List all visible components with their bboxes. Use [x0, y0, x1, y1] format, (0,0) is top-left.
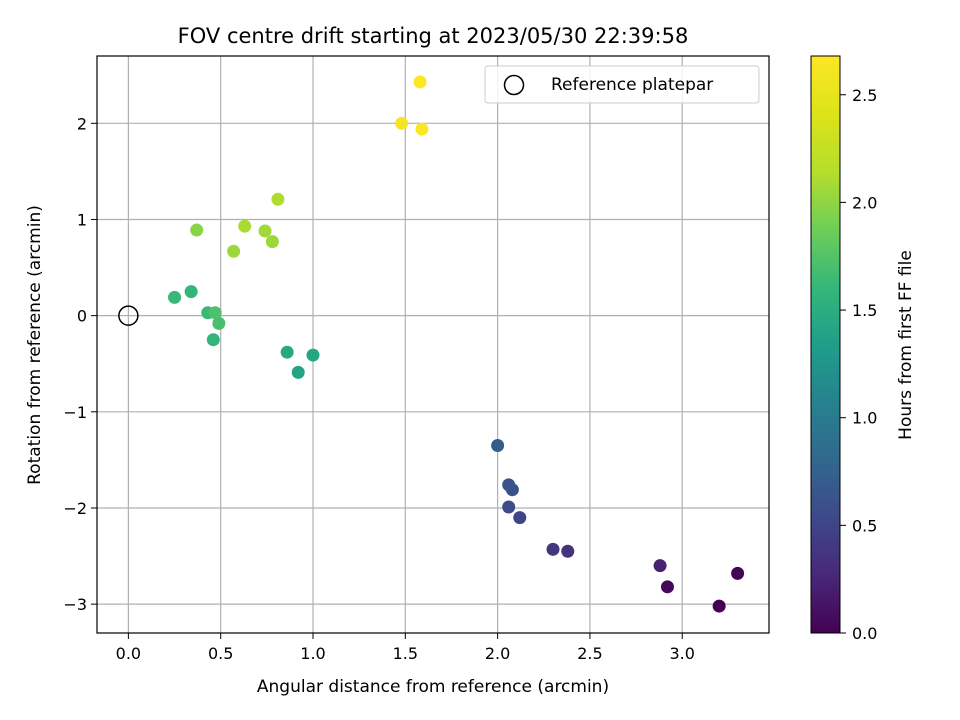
x-tick-label: 1.0 [300, 644, 325, 663]
scatter-point [227, 244, 241, 258]
legend-box [484, 65, 760, 104]
scatter-point [208, 306, 222, 320]
y-tick-label: −2 [63, 499, 87, 518]
grid [97, 56, 769, 633]
legend-entry-label: Reference platepar [551, 75, 713, 95]
x-tick-label: 2.0 [485, 644, 510, 663]
y-axis-label: Rotation from reference (arcmin) [25, 205, 45, 485]
scatter-point [265, 235, 279, 249]
scatter-point [731, 566, 745, 580]
scatter-point [258, 224, 272, 238]
scatter-point [491, 438, 505, 452]
x-tick-label: 1.5 [393, 644, 418, 663]
y-tick-label: 0 [77, 307, 87, 326]
y-axis-ticks: −3 −2 −1 0 1 2 [63, 114, 97, 614]
scatter-point [513, 511, 527, 525]
scatter-point [660, 580, 674, 594]
scatter-point [712, 599, 726, 613]
scatter-point [206, 333, 220, 347]
scatter-point [238, 219, 252, 233]
colorbar-tick-label: 1.0 [852, 409, 877, 428]
plot-frame [96, 55, 770, 634]
y-tick-label: −1 [63, 403, 87, 422]
chart-title: FOV centre drift starting at 2023/05/30 … [178, 24, 689, 48]
scatter-point [415, 122, 429, 136]
scatter-point [212, 316, 226, 330]
scatter-point [413, 75, 427, 89]
y-tick-label: 2 [77, 114, 87, 133]
scatter-point [271, 192, 285, 206]
colorbar-tick-label: 1.5 [852, 301, 877, 320]
y-tick-label: 1 [77, 210, 87, 229]
colorbar-tick-label: 2.5 [852, 86, 877, 105]
y-tick-label: −3 [63, 595, 87, 614]
scatter-point [502, 478, 516, 492]
scatter-point [561, 544, 575, 558]
legend: Reference platepar [484, 65, 760, 104]
scatter-point [168, 290, 182, 304]
scatter-point [653, 559, 667, 573]
x-tick-label: 0.5 [208, 644, 233, 663]
scatter-point [280, 345, 294, 359]
scatter-point [546, 542, 560, 556]
colorbar-tick-label: 2.0 [852, 193, 877, 212]
reference-platepar-marker [118, 305, 139, 326]
x-tick-label: 3.0 [670, 644, 695, 663]
scatter-point [184, 285, 198, 299]
x-axis-ticks: 0.0 0.5 1.0 1.5 2.0 2.5 3.0 [116, 633, 695, 663]
scatter-point [190, 223, 204, 237]
colorbar-ticks: 0.0 0.5 1.0 1.5 2.0 2.5 [840, 86, 877, 643]
x-tick-label: 0.0 [116, 644, 141, 663]
colorbar-gradient [810, 55, 841, 634]
scatter-points [168, 75, 745, 613]
scatter-point [291, 365, 305, 379]
colorbar-label: Hours from first FF file [896, 250, 916, 440]
x-tick-label: 2.5 [577, 644, 602, 663]
scatter-point [502, 500, 516, 514]
colorbar-tick-label: 0.5 [852, 516, 877, 535]
colorbar-tick-label: 0.0 [852, 624, 877, 643]
colorbar: 0.0 0.5 1.0 1.5 2.0 2.5 Hours from first FF f… [810, 55, 916, 643]
scatter-point [395, 116, 409, 130]
scatter-point [306, 348, 320, 362]
x-axis-label: Angular distance from reference (arcmin) [257, 677, 609, 697]
legend-open-circle-marker [503, 74, 525, 96]
reference-marker-layer [118, 305, 139, 326]
